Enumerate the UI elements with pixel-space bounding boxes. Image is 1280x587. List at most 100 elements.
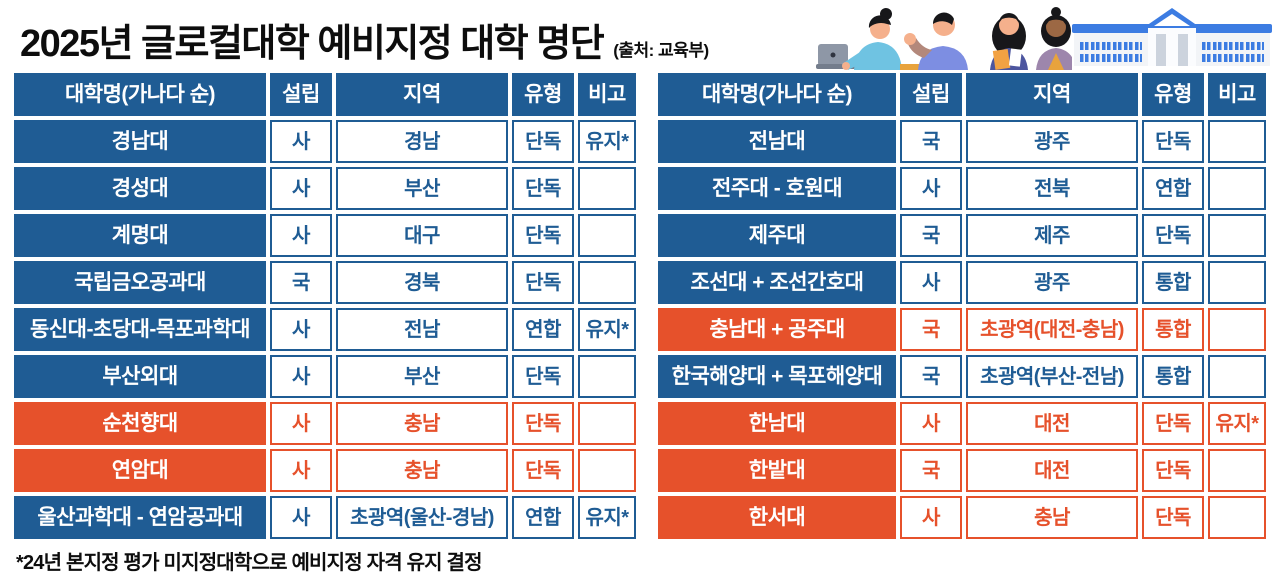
region-cell: 경북	[336, 261, 508, 304]
footnote: *24년 본지정 평가 미지정대학으로 예비지정 자격 유지 결정	[16, 552, 483, 574]
type-cell: 단독	[512, 214, 574, 257]
establishment-cell: 국	[900, 214, 962, 257]
student-2	[904, 12, 968, 70]
establishment-cell: 사	[900, 261, 962, 304]
note-cell: 유지*	[578, 120, 636, 163]
university-name-cell: 한서대	[658, 496, 896, 539]
type-cell: 단독	[512, 402, 574, 445]
note-cell	[578, 214, 636, 257]
column-header: 지역	[966, 73, 1138, 116]
building-windows	[1202, 42, 1264, 50]
note-cell	[578, 449, 636, 492]
university-building-illustration	[1072, 8, 1272, 68]
university-name-cell: 조선대 + 조선간호대	[658, 261, 896, 304]
tables-container: 대학명(가나다 순) 설립 지역 유형 비고 경남대 사 경남 단독 유지* 경성대 사 부산 단독 계명대…	[14, 73, 1266, 539]
region-cell: 대구	[336, 214, 508, 257]
note-cell: 유지*	[578, 496, 636, 539]
university-name-cell: 국립금오공과대	[14, 261, 266, 304]
region-cell: 광주	[966, 261, 1138, 304]
page-title: 2025년 글로컬대학 예비지정 대학 명단	[20, 23, 605, 65]
note-cell	[1208, 214, 1266, 257]
type-cell: 단독	[512, 261, 574, 304]
establishment-cell: 사	[270, 214, 332, 257]
note-cell	[1208, 167, 1266, 210]
establishment-cell: 사	[270, 402, 332, 445]
region-cell: 부산	[336, 167, 508, 210]
university-name-cell: 울산과학대 - 연암공과대	[14, 496, 266, 539]
student-3	[990, 13, 1028, 70]
type-cell: 단독	[512, 167, 574, 210]
university-name-cell: 부산외대	[14, 355, 266, 398]
region-cell: 초광역(대전-충남)	[966, 308, 1138, 351]
university-name-cell: 제주대	[658, 214, 896, 257]
type-cell: 단독	[1142, 120, 1204, 163]
type-cell: 단독	[512, 355, 574, 398]
students-illustration	[816, 7, 1072, 70]
region-cell: 경남	[336, 120, 508, 163]
header: 2025년 글로컬대학 예비지정 대학 명단 (출처: 교육부)	[20, 12, 709, 67]
establishment-cell: 사	[270, 120, 332, 163]
note-cell: 유지*	[1208, 402, 1266, 445]
type-cell: 단독	[1142, 402, 1204, 445]
university-name-cell: 연암대	[14, 449, 266, 492]
university-name-cell: 순천향대	[14, 402, 266, 445]
type-cell: 통합	[1142, 261, 1204, 304]
establishment-cell: 사	[900, 496, 962, 539]
type-cell: 연합	[512, 308, 574, 351]
establishment-cell: 사	[270, 167, 332, 210]
university-name-cell: 경남대	[14, 120, 266, 163]
region-cell: 충남	[336, 402, 508, 445]
type-cell: 단독	[512, 449, 574, 492]
column-header: 설립	[900, 73, 962, 116]
column-header: 유형	[1142, 73, 1204, 116]
university-name-cell: 전주대 - 호원대	[658, 167, 896, 210]
note-cell	[1208, 355, 1266, 398]
note-cell	[578, 402, 636, 445]
establishment-cell: 사	[270, 449, 332, 492]
type-cell: 연합	[1142, 167, 1204, 210]
building-windows	[1202, 54, 1264, 62]
region-cell: 대전	[966, 402, 1138, 445]
column-header: 설립	[270, 73, 332, 116]
university-name-cell: 동신대-초당대-목포과학대	[14, 308, 266, 351]
note-cell	[1208, 496, 1266, 539]
region-cell: 부산	[336, 355, 508, 398]
establishment-cell: 사	[270, 496, 332, 539]
type-cell: 통합	[1142, 355, 1204, 398]
establishment-cell: 사	[270, 355, 332, 398]
type-cell: 단독	[1142, 214, 1204, 257]
university-name-cell: 계명대	[14, 214, 266, 257]
university-name-cell: 한밭대	[658, 449, 896, 492]
note-cell	[1208, 120, 1266, 163]
region-cell: 제주	[966, 214, 1138, 257]
building-column	[1156, 34, 1166, 66]
establishment-cell: 국	[270, 261, 332, 304]
note-cell	[578, 261, 636, 304]
column-header: 비고	[578, 73, 636, 116]
note-cell	[578, 167, 636, 210]
note-cell: 유지*	[578, 308, 636, 351]
note-cell	[1208, 308, 1266, 351]
establishment-cell: 국	[900, 355, 962, 398]
region-cell: 초광역(부산-전남)	[966, 355, 1138, 398]
column-header: 유형	[512, 73, 574, 116]
region-cell: 대전	[966, 449, 1138, 492]
establishment-cell: 국	[900, 449, 962, 492]
building-windows	[1080, 42, 1142, 50]
establishment-cell: 국	[900, 308, 962, 351]
region-cell: 초광역(울산-경남)	[336, 496, 508, 539]
university-name-cell: 한국해양대 + 목포해양대	[658, 355, 896, 398]
student-1	[842, 8, 902, 70]
university-name-cell: 전남대	[658, 120, 896, 163]
region-cell: 광주	[966, 120, 1138, 163]
type-cell: 단독	[1142, 496, 1204, 539]
university-table-left: 대학명(가나다 순) 설립 지역 유형 비고 경남대 사 경남 단독 유지* 경성대 사 부산 단독 계명대…	[14, 73, 636, 539]
note-cell	[1208, 449, 1266, 492]
type-cell: 단독	[512, 120, 574, 163]
type-cell: 단독	[1142, 449, 1204, 492]
building-windows	[1080, 54, 1142, 62]
region-cell: 전북	[966, 167, 1138, 210]
type-cell: 연합	[512, 496, 574, 539]
university-name-cell: 한남대	[658, 402, 896, 445]
establishment-cell: 국	[900, 120, 962, 163]
